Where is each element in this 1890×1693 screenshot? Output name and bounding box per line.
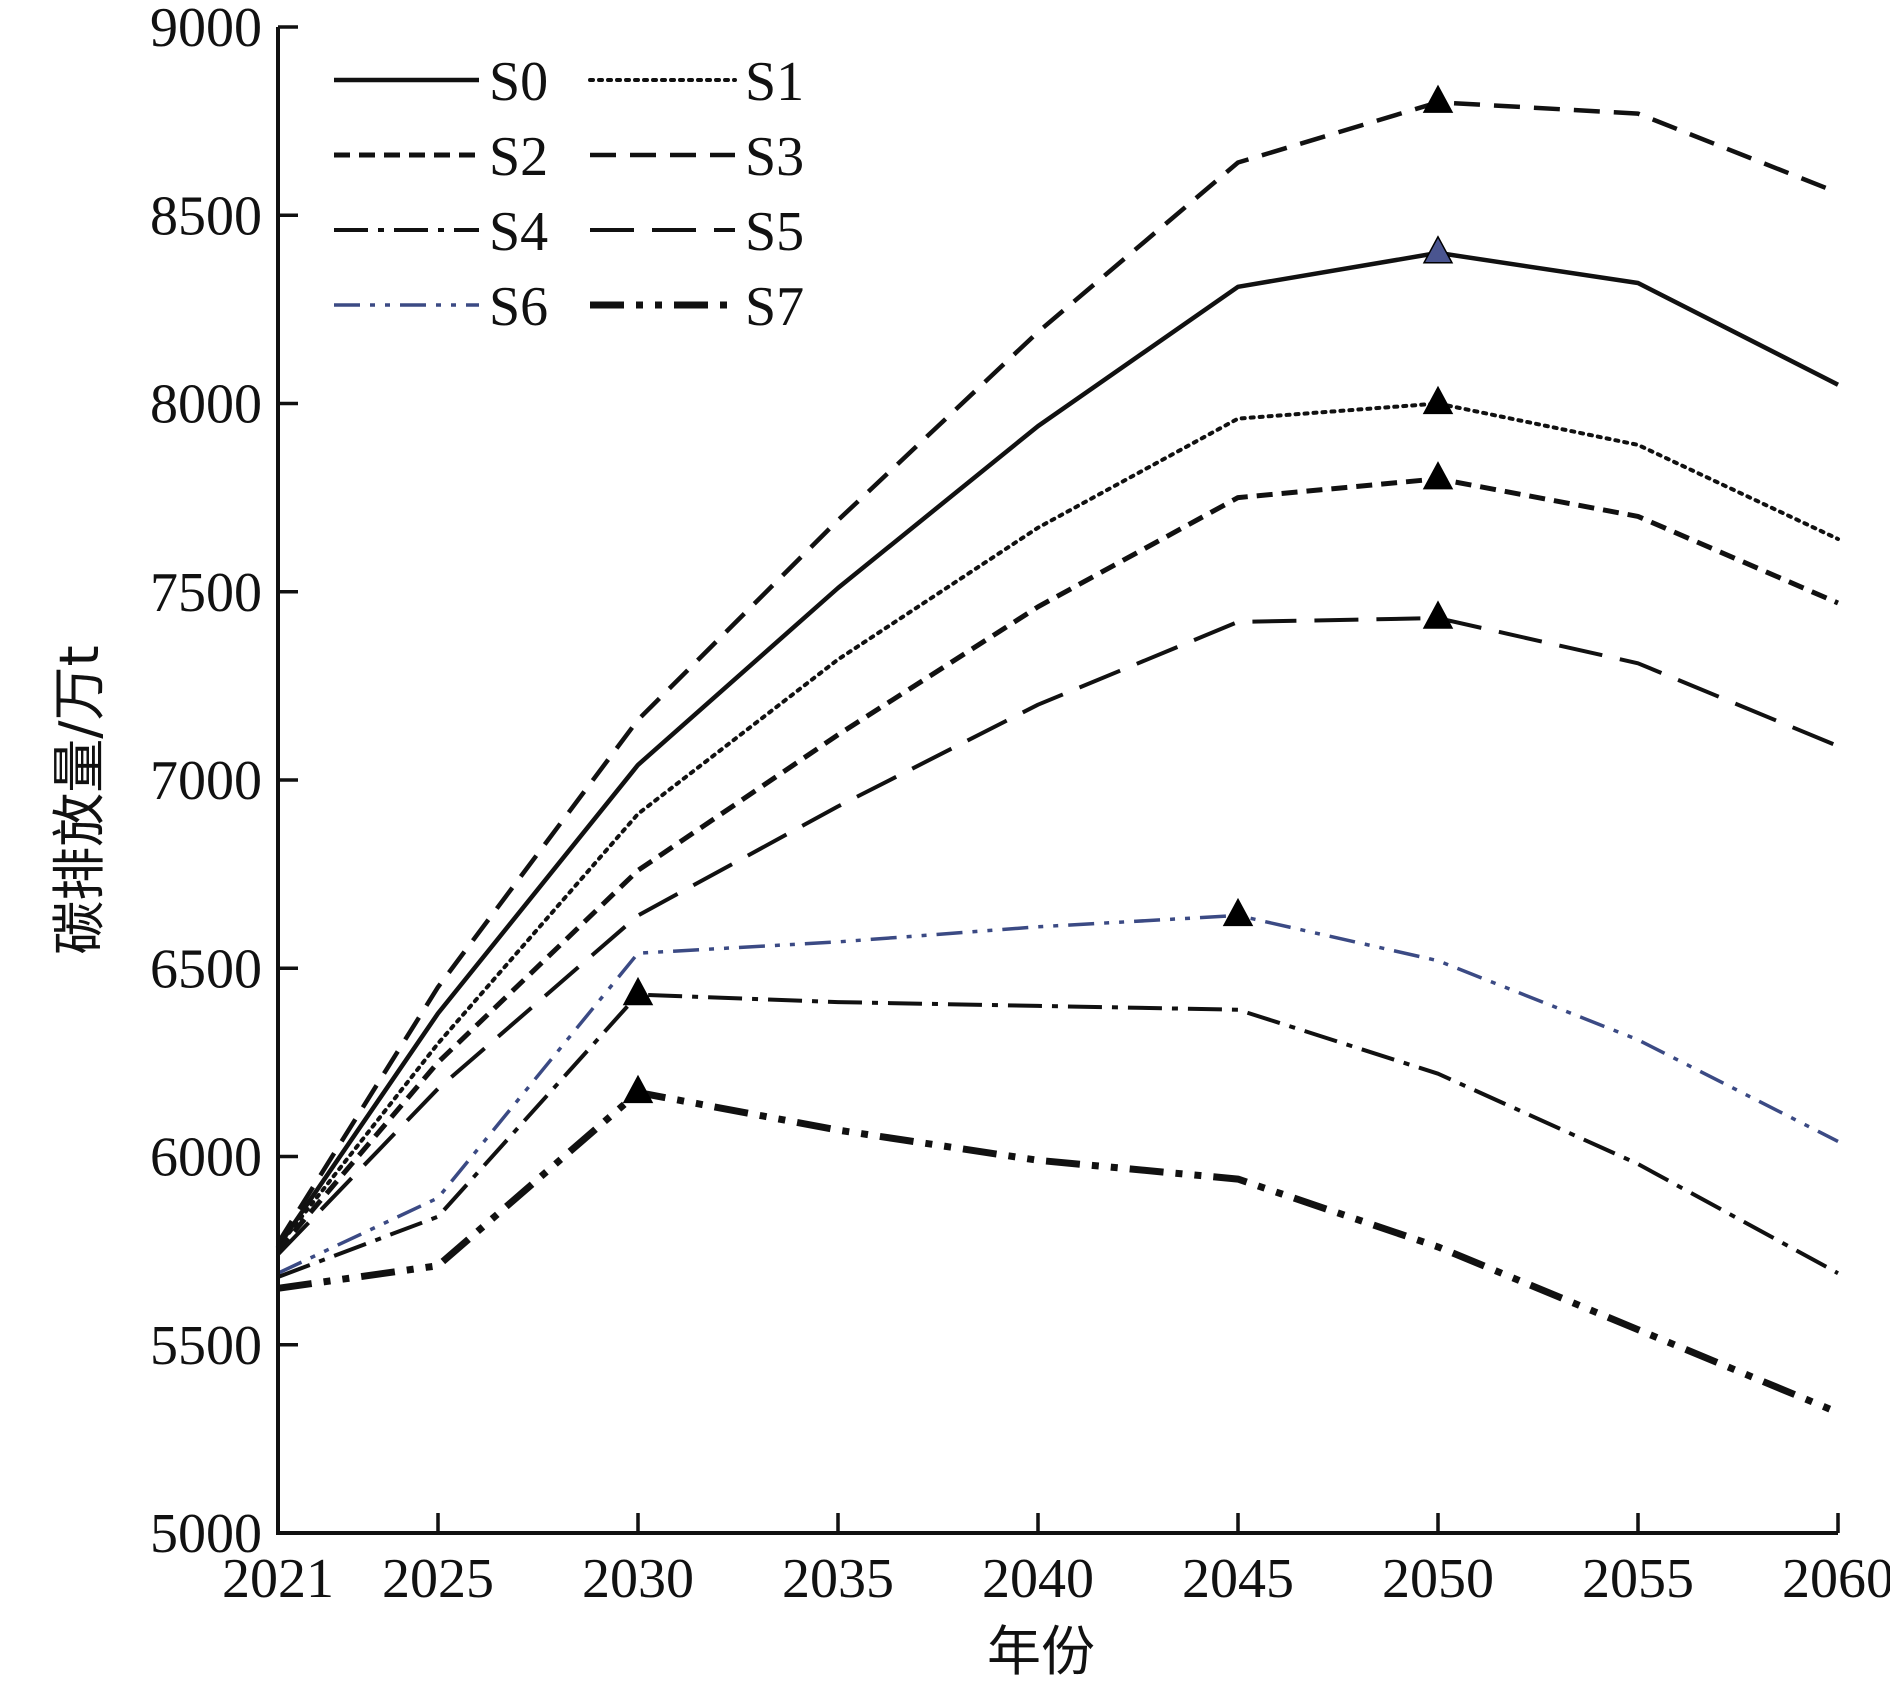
y-axis-title: 碳排放量/万t xyxy=(48,645,111,954)
x-tick-label: 2055 xyxy=(1582,1548,1694,1610)
series-line-s1 xyxy=(276,401,1840,1249)
peak-marker-s2 xyxy=(1422,461,1454,490)
legend: S0 S1 S2 S3 S4 S5 S6 S7 xyxy=(334,51,804,338)
peak-marker-s4 xyxy=(622,976,654,1006)
x-tick-label: 2025 xyxy=(382,1548,494,1610)
legend-label-s2: S2 xyxy=(489,126,548,188)
series-line-s2 xyxy=(276,476,1839,1253)
x-tick-label: 2045 xyxy=(1182,1548,1294,1610)
y-tick-label: 5000 xyxy=(150,1503,262,1565)
legend-label-s0: S0 xyxy=(489,51,548,113)
legend-label-s7: S7 xyxy=(745,276,804,338)
x-tick-label: 2021 xyxy=(222,1548,334,1610)
legend-label-s3: S3 xyxy=(745,126,804,188)
peak-marker-s0 xyxy=(1422,235,1454,264)
x-axis-ticks: 2021 2025 2030 2035 2040 2045 2050 2055 2060 xyxy=(222,1513,1890,1610)
y-tick-label: 6500 xyxy=(150,938,262,1000)
series-line-s3 xyxy=(276,100,1839,1245)
peak-marker-s5 xyxy=(1422,600,1454,629)
y-tick-label: 5500 xyxy=(150,1315,262,1377)
peak-markers xyxy=(622,84,1454,1104)
plot-lines xyxy=(276,100,1840,1416)
legend-label-s1: S1 xyxy=(745,51,804,113)
y-tick-label: 8000 xyxy=(150,374,262,436)
x-axis-title: 年份 xyxy=(987,1620,1095,1683)
x-tick-label: 2035 xyxy=(782,1548,894,1610)
series-line-s4 xyxy=(277,992,1839,1279)
peak-marker-s1 xyxy=(1422,385,1454,415)
y-tick-label: 8500 xyxy=(150,185,262,247)
series-line-s5 xyxy=(276,616,1839,1256)
y-tick-label: 7500 xyxy=(150,562,262,624)
peak-marker-s7 xyxy=(622,1074,654,1104)
y-tick-label: 6000 xyxy=(150,1127,262,1189)
series-line-s6 xyxy=(277,913,1839,1275)
y-tick-label: 9000 xyxy=(150,0,262,59)
legend-label-s4: S4 xyxy=(489,201,548,263)
legend-label-s5: S5 xyxy=(745,201,804,263)
x-tick-label: 2060 xyxy=(1782,1548,1890,1610)
series-line-s7 xyxy=(277,1089,1840,1416)
y-tick-label: 7000 xyxy=(150,750,262,812)
y-axis-ticks: 5000 5500 6000 6500 7000 7500 8000 8500 9000 xyxy=(150,0,298,1565)
series-line-s0 xyxy=(276,250,1840,1249)
legend-label-s6: S6 xyxy=(489,276,548,338)
x-tick-label: 2050 xyxy=(1382,1548,1494,1610)
x-tick-label: 2040 xyxy=(982,1548,1094,1610)
peak-marker-s3 xyxy=(1422,84,1454,113)
peak-marker-s6 xyxy=(1222,897,1254,927)
x-tick-label: 2030 xyxy=(582,1548,694,1610)
